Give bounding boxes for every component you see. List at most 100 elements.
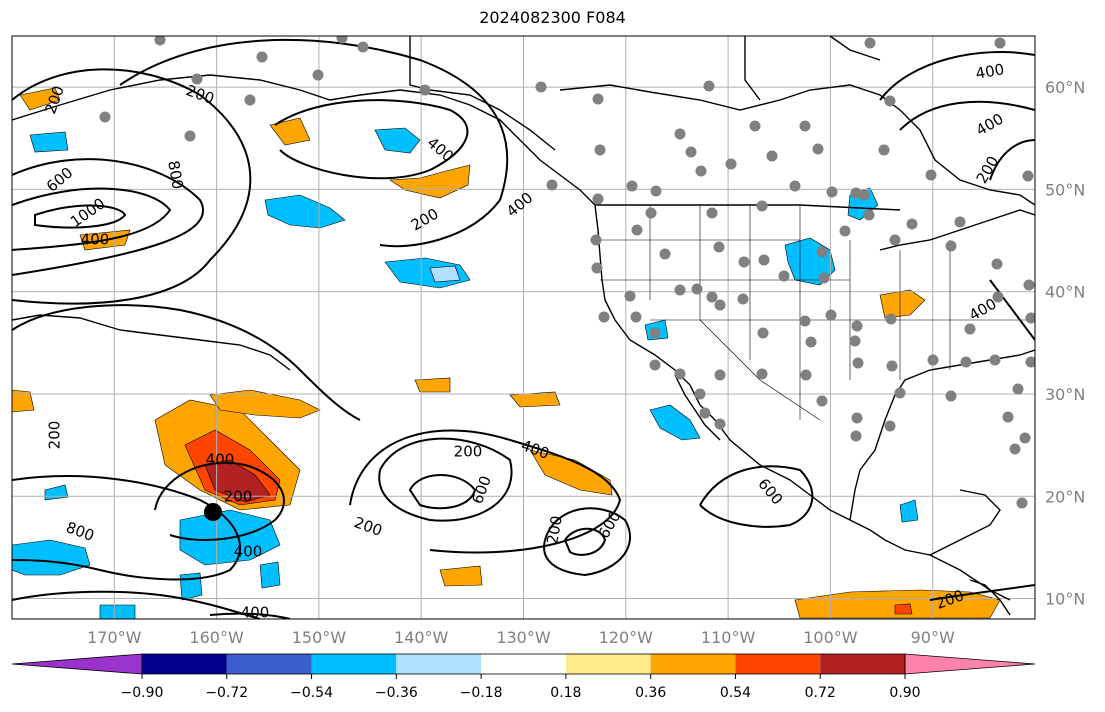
station-marker (851, 320, 863, 332)
lon-tick-label: 120°W (599, 628, 654, 647)
anomaly-region (429, 265, 461, 283)
height-contour (34, 204, 127, 229)
station-marker (1002, 411, 1014, 423)
lat-tick-label: 40°N (1045, 283, 1085, 302)
station-marker (591, 262, 603, 274)
coastline (594, 204, 1011, 601)
anomaly-region (19, 87, 61, 111)
station-marker (659, 248, 671, 260)
station-marker (945, 390, 957, 402)
station-marker (885, 313, 897, 325)
height-contour (119, 38, 509, 248)
station-marker (598, 311, 610, 323)
contour-label: 200 (454, 443, 483, 461)
station-marker (1012, 383, 1024, 395)
station-marker (706, 207, 718, 219)
lat-tick-label: 30°N (1045, 385, 1085, 404)
station-marker (749, 120, 761, 132)
colorbar-tick-label: 0.54 (720, 685, 751, 701)
station-marker (706, 291, 718, 303)
anomaly-region (179, 572, 203, 601)
station-marker (851, 412, 863, 424)
lon-tick-label: 160°W (189, 628, 244, 647)
coastline (929, 489, 1001, 556)
state-border (699, 319, 761, 381)
colorbar-tick-labels: −0.90 −0.72 −0.54 −0.36 −0.18 0.18 0.36 0.54 0.7… (121, 674, 921, 701)
station-marker (850, 187, 862, 199)
colorbar-segment (735, 654, 821, 674)
anomaly-region (879, 289, 926, 319)
anomaly-region (414, 377, 451, 393)
station-marker (799, 315, 811, 327)
contour-label: 400 (974, 60, 1005, 83)
anomaly-region (264, 194, 346, 229)
colorbar-tick-label: 0.72 (805, 685, 836, 701)
anomaly-region (204, 459, 271, 503)
station-marker (1022, 170, 1034, 182)
station-marker (756, 368, 768, 380)
station-marker (800, 369, 812, 381)
station-marker (1025, 312, 1035, 324)
station-marker (850, 430, 862, 442)
anomaly-region (259, 561, 281, 589)
anomaly-region (649, 404, 701, 441)
station-marker (674, 128, 686, 140)
anomaly-region (99, 604, 136, 619)
station-marker (1019, 432, 1031, 444)
station-marker (714, 418, 726, 430)
anomaly-region (439, 565, 483, 587)
station-marker (99, 111, 111, 123)
contour-label: 200 (224, 488, 253, 506)
height-contour (879, 51, 1035, 101)
station-marker (991, 258, 1003, 270)
anomaly-region (12, 389, 35, 413)
height-contour (209, 612, 291, 619)
station-marker (191, 73, 203, 85)
lon-tick-label: 170°W (87, 628, 142, 647)
station-marker (1009, 443, 1021, 455)
lat-tick-label: 20°N (1045, 487, 1085, 506)
lon-tick-label: 110°W (701, 628, 756, 647)
station-marker (737, 293, 749, 305)
height-contour (699, 465, 814, 528)
lat-tick-label: 10°N (1045, 590, 1085, 609)
state-border (759, 379, 821, 421)
station-marker (878, 144, 890, 156)
station-marker (816, 246, 828, 258)
coastlines-and-borders (12, 36, 1035, 616)
anomaly-region (374, 127, 421, 154)
station-marker (884, 95, 896, 107)
station-marker (312, 69, 324, 81)
station-marker (645, 207, 657, 219)
station-marker (886, 360, 898, 372)
coastline (559, 84, 1035, 206)
contour-label: 200 (543, 514, 566, 545)
colorbar-segment (226, 654, 312, 674)
station-marker (884, 420, 896, 432)
latitude-labels: 60°N 50°N 40°N 30°N 20°N 10°N (1045, 78, 1085, 608)
station-marker (631, 224, 643, 236)
station-marker (812, 143, 824, 155)
station-marker (894, 387, 906, 399)
station-marker (650, 185, 662, 197)
station-marker (906, 218, 918, 230)
station-marker (789, 180, 801, 192)
station-marker (766, 150, 778, 162)
colorbar-segment (820, 654, 905, 674)
station-marker (674, 284, 686, 296)
coastline (829, 36, 881, 61)
station-marker (630, 311, 642, 323)
station-marker (1025, 356, 1035, 368)
plot-title: 2024082300 F084 (479, 8, 626, 27)
storm-center-marker (204, 503, 222, 521)
station-marker (805, 336, 817, 348)
height-contour (989, 139, 1035, 181)
station-marker (714, 369, 726, 381)
station-marker (699, 407, 711, 419)
height-contour (12, 68, 252, 305)
station-marker (849, 335, 861, 347)
gridlines (12, 36, 1035, 619)
coastline (409, 36, 556, 151)
height-contour (408, 474, 477, 510)
